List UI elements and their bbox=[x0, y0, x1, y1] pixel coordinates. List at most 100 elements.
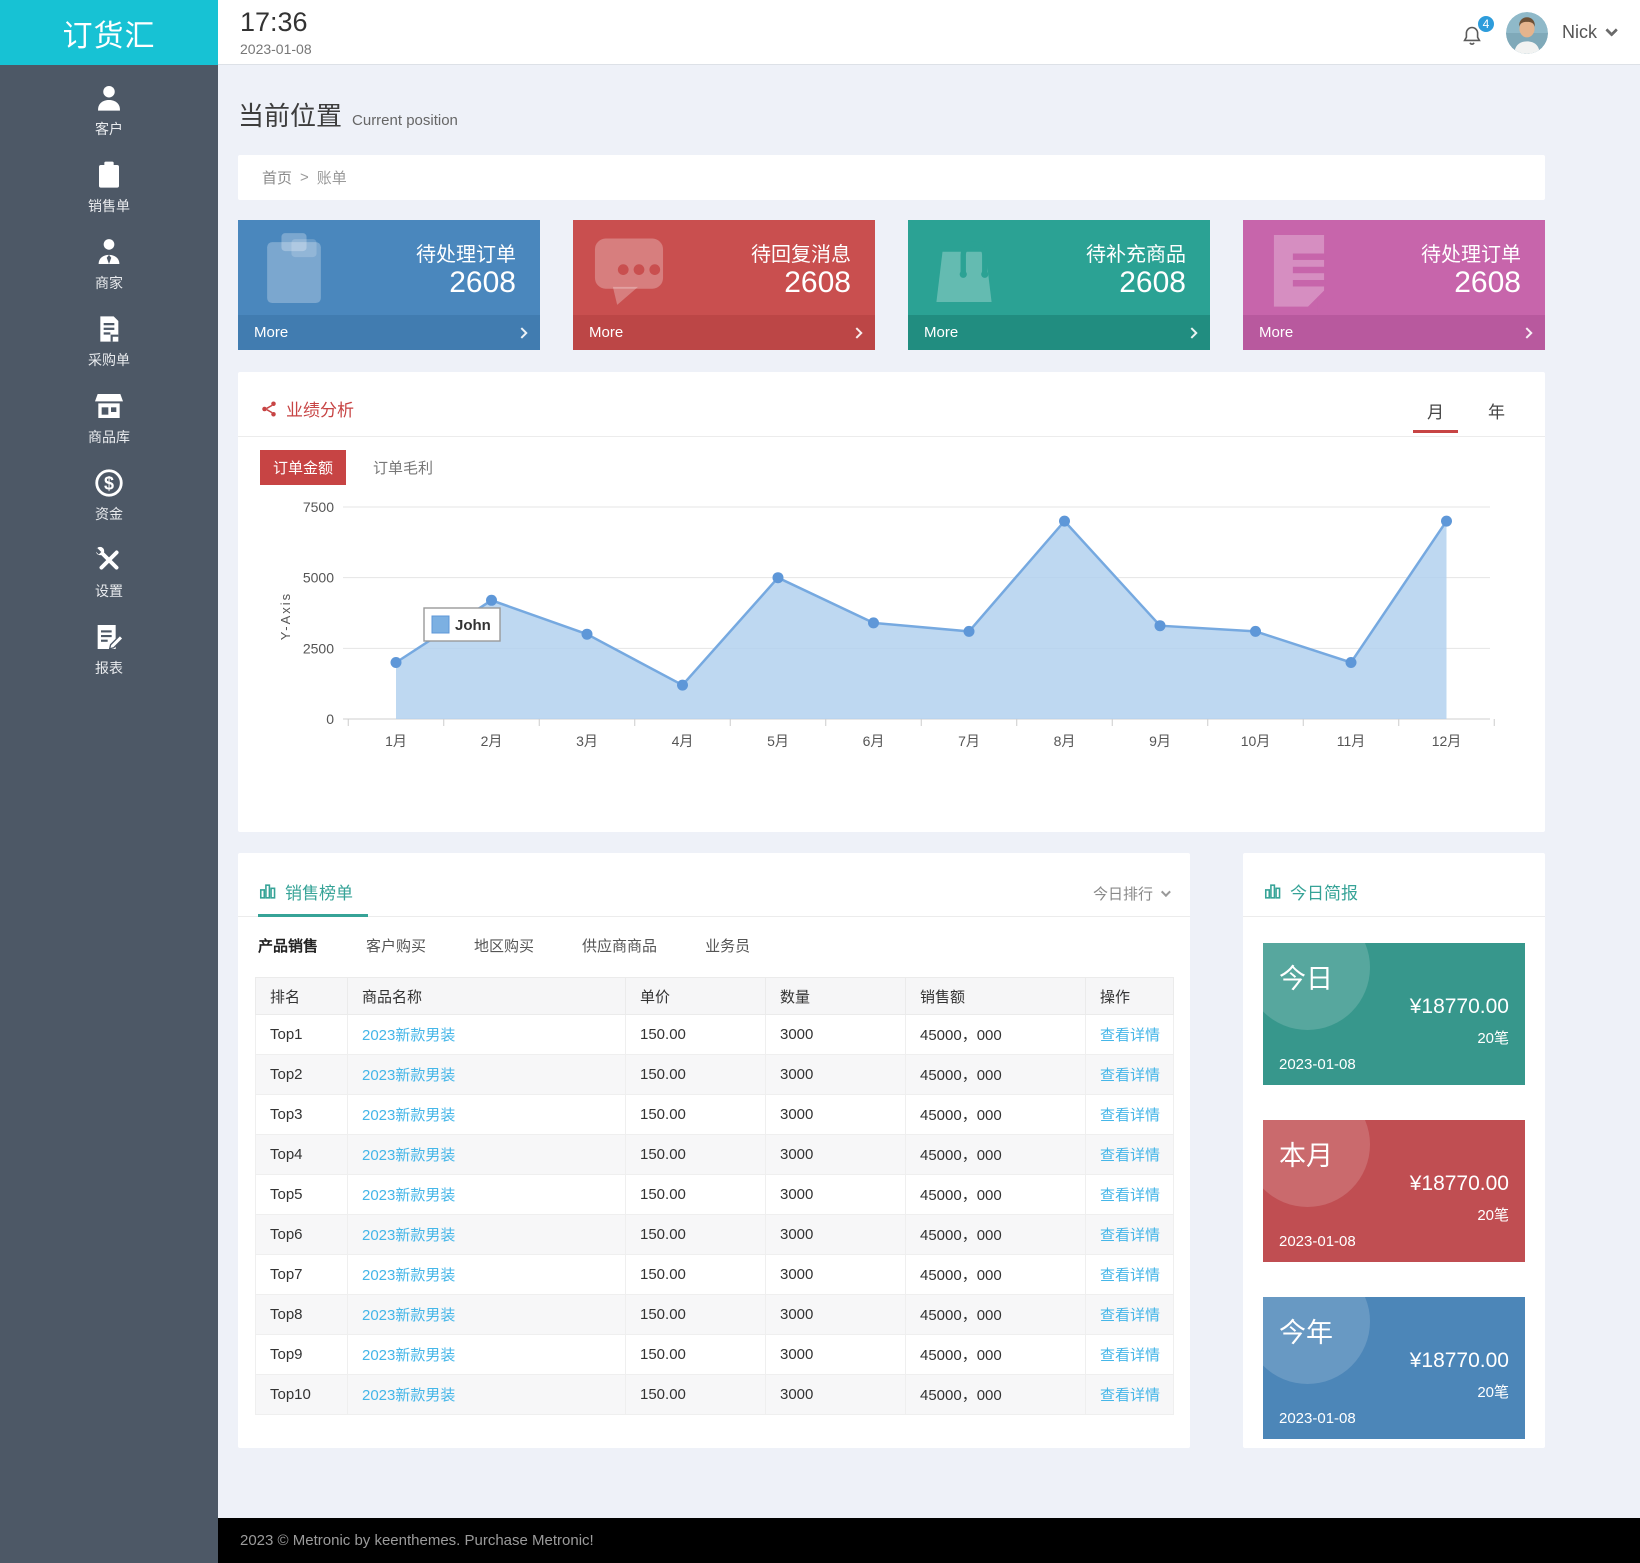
view-detail-link[interactable]: 查看详情 bbox=[1100, 1227, 1161, 1244]
chevron-down-icon bbox=[1605, 24, 1618, 37]
svg-text:9月: 9月 bbox=[1149, 733, 1171, 749]
amount-cell: 45000，000 bbox=[905, 1014, 1086, 1055]
svg-text:12月: 12月 bbox=[1432, 733, 1462, 749]
svg-text:5月: 5月 bbox=[767, 733, 789, 749]
product-link[interactable]: 2023新款男装 bbox=[362, 1147, 456, 1164]
leaderboard-tab-供应商商品[interactable]: 供应商商品 bbox=[582, 938, 658, 955]
chevron-right-icon bbox=[1186, 326, 1198, 339]
table-header-cell: 单价 bbox=[625, 977, 766, 1015]
view-detail-link[interactable]: 查看详情 bbox=[1100, 1027, 1161, 1044]
header-right: 4 Nick bbox=[1460, 0, 1618, 65]
product-link[interactable]: 2023新款男装 bbox=[362, 1267, 456, 1284]
product-link[interactable]: 2023新款男装 bbox=[362, 1107, 456, 1124]
view-detail-link[interactable]: 查看详情 bbox=[1100, 1387, 1161, 1404]
sidebar-item-label: 设置 bbox=[95, 583, 123, 599]
sidebar-item-客户[interactable]: 客户 bbox=[0, 72, 218, 149]
sidebar-item-资金[interactable]: $ 资金 bbox=[0, 457, 218, 534]
stat-card-4[interactable]: 待处理订单 2608 More bbox=[1243, 220, 1545, 350]
merchant-icon bbox=[93, 236, 125, 268]
view-detail-link[interactable]: 查看详情 bbox=[1100, 1267, 1161, 1284]
qty-cell: 3000 bbox=[765, 1254, 906, 1295]
view-detail-link[interactable]: 查看详情 bbox=[1100, 1067, 1161, 1084]
stat-card-title: 待补充商品 bbox=[1086, 244, 1186, 266]
user-menu[interactable]: Nick bbox=[1562, 22, 1618, 43]
product-link[interactable]: 2023新款男装 bbox=[362, 1187, 456, 1204]
stat-card-more-button[interactable]: More bbox=[238, 315, 540, 350]
page-title: 当前位置 bbox=[238, 101, 343, 131]
stat-card-more-button[interactable]: More bbox=[1243, 315, 1545, 350]
svg-text:$: $ bbox=[104, 473, 114, 493]
breadcrumb-home-link[interactable]: 首页 bbox=[262, 170, 293, 187]
stat-card-main: 待处理订单 2608 bbox=[1243, 220, 1545, 315]
leaderboard-panel: 销售榜单 今日排行 产品销售 客户购买 地区购买 供应商商品 业务员 排名 商品名称 单价数… bbox=[238, 853, 1190, 1448]
rank-cell: Top6 bbox=[255, 1214, 348, 1255]
performance-title: 业绩分析 bbox=[260, 396, 354, 421]
stat-card-2[interactable]: 待回复消息 2608 More bbox=[573, 220, 875, 350]
leaderboard-tab-客户购买[interactable]: 客户购买 bbox=[366, 938, 427, 955]
period-tab-月[interactable]: 月 bbox=[1413, 396, 1458, 433]
stat-card-1[interactable]: 待处理订单 2608 More bbox=[238, 220, 540, 350]
metric-tab-订单毛利[interactable]: 订单毛利 bbox=[373, 460, 434, 477]
svg-text:1月: 1月 bbox=[385, 733, 407, 749]
bar-chart-icon bbox=[1264, 884, 1281, 899]
product-link[interactable]: 2023新款男装 bbox=[362, 1307, 456, 1324]
app-logo[interactable]: 订货汇 bbox=[0, 0, 218, 65]
sidebar-item-label: 客户 bbox=[95, 121, 123, 137]
product-link[interactable]: 2023新款男装 bbox=[362, 1387, 456, 1404]
chevron-down-icon bbox=[1160, 887, 1171, 898]
product-link[interactable]: 2023新款男装 bbox=[362, 1027, 456, 1044]
leaderboard-tab-地区购买[interactable]: 地区购买 bbox=[474, 938, 535, 955]
sidebar-item-商家[interactable]: 商家 bbox=[0, 226, 218, 303]
briefing-card-amount: ¥18770.00 bbox=[1409, 1172, 1509, 1195]
sidebar-item-商品库[interactable]: 商品库 bbox=[0, 380, 218, 457]
sort-dropdown[interactable]: 今日排行 bbox=[1093, 883, 1171, 904]
briefing-card-label: 本月 bbox=[1279, 1141, 1333, 1171]
product-link[interactable]: 2023新款男装 bbox=[362, 1227, 456, 1244]
notifications-button[interactable]: 4 bbox=[1460, 13, 1496, 50]
stat-card-more-button[interactable]: More bbox=[573, 315, 875, 350]
period-tab-年[interactable]: 年 bbox=[1488, 403, 1505, 422]
stat-card-title: 待处理订单 bbox=[1421, 244, 1521, 266]
leaderboard-tab-业务员[interactable]: 业务员 bbox=[705, 938, 751, 955]
view-detail-link[interactable]: 查看详情 bbox=[1100, 1147, 1161, 1164]
sidebar-item-销售单[interactable]: 销售单 bbox=[0, 149, 218, 226]
amount-cell: 45000，000 bbox=[905, 1094, 1086, 1135]
stat-card-main: 待处理订单 2608 bbox=[238, 220, 540, 315]
amount-cell: 45000，000 bbox=[905, 1294, 1086, 1335]
view-detail-link[interactable]: 查看详情 bbox=[1100, 1187, 1161, 1204]
stat-card-title: 待处理订单 bbox=[416, 244, 516, 266]
bar-chart-icon bbox=[259, 884, 276, 899]
view-detail-link[interactable]: 查看详情 bbox=[1100, 1107, 1161, 1124]
svg-text:7月: 7月 bbox=[958, 733, 980, 749]
product-link[interactable]: 2023新款男装 bbox=[362, 1067, 456, 1084]
user-name: Nick bbox=[1562, 22, 1597, 42]
divider bbox=[238, 436, 1545, 437]
sidebar-item-设置[interactable]: 设置 bbox=[0, 534, 218, 611]
metric-tab-订单金额[interactable]: 订单金额 bbox=[260, 450, 347, 485]
more-label: More bbox=[1259, 324, 1294, 341]
sidebar-item-label: 资金 bbox=[95, 506, 123, 522]
stat-card-value: 2608 bbox=[784, 266, 851, 299]
view-detail-link[interactable]: 查看详情 bbox=[1100, 1347, 1161, 1364]
amount-cell: 45000，000 bbox=[905, 1334, 1086, 1375]
amount-cell: 45000，000 bbox=[905, 1214, 1086, 1255]
product-link[interactable]: 2023新款男装 bbox=[362, 1347, 456, 1364]
stat-card-3[interactable]: 待补充商品 2608 More bbox=[908, 220, 1210, 350]
breadcrumb: 首页 > 账单 bbox=[238, 155, 1545, 200]
title-underline bbox=[258, 914, 368, 917]
qty-cell: 3000 bbox=[765, 1294, 906, 1335]
sidebar: 订货汇 客户销售单 商家 采购单 商品库 $ 资金设置报表 bbox=[0, 0, 218, 1563]
avatar[interactable] bbox=[1506, 11, 1548, 54]
table-row: Top7 2023新款男装 150.00 3000 45000，000 查看详情 bbox=[255, 1254, 1174, 1295]
sidebar-item-采购单[interactable]: 采购单 bbox=[0, 303, 218, 380]
sidebar-item-报表[interactable]: 报表 bbox=[0, 611, 218, 688]
more-label: More bbox=[254, 324, 289, 341]
stat-card-more-button[interactable]: More bbox=[908, 315, 1210, 350]
notification-badge: 4 bbox=[1476, 13, 1496, 34]
breadcrumb-separator: > bbox=[300, 169, 309, 186]
leaderboard-tab-产品销售[interactable]: 产品销售 bbox=[258, 938, 319, 955]
qty-cell: 3000 bbox=[765, 1214, 906, 1255]
amount-cell: 45000，000 bbox=[905, 1054, 1086, 1095]
view-detail-link[interactable]: 查看详情 bbox=[1100, 1307, 1161, 1324]
